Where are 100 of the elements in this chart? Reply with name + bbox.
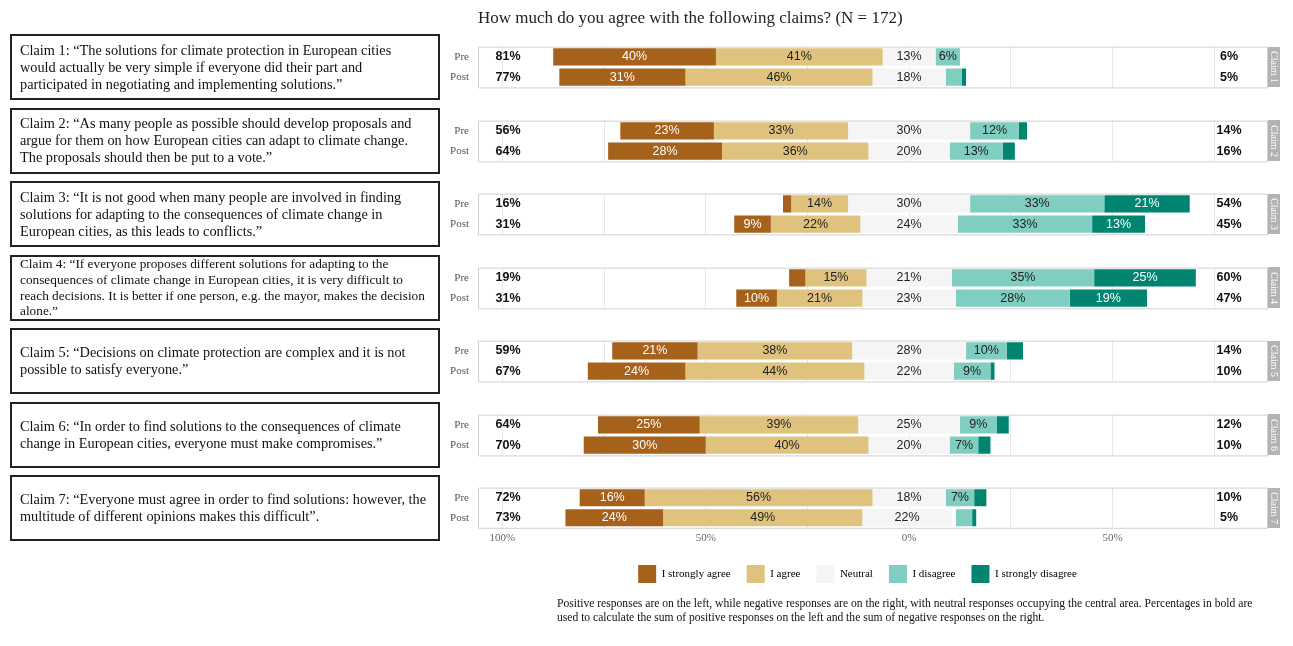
annotation: 10% [1216,437,1242,452]
data-label: 38% [762,343,788,358]
data-label: 39% [766,416,792,431]
bar [978,436,991,454]
bar [699,415,859,433]
data-label: 9% [743,216,762,231]
annotation: 47% [1216,290,1242,305]
data-label: 41% [786,49,812,64]
y2-axis-title: Claim 2 [1268,120,1280,161]
data-label: 33% [1024,196,1050,211]
data-label: 23% [896,290,922,305]
legend-label: I strongly agree [661,566,731,579]
bar [951,268,1095,286]
data-label: 21% [642,343,668,358]
bar [644,489,873,507]
bar [866,268,952,286]
x-tick-label: 50% [1102,531,1123,544]
y2-axis-title: Claim 1 [1268,46,1280,88]
data-label: 21% [1134,196,1160,211]
data-label: 36% [782,143,808,158]
data-label: 33% [1012,216,1038,231]
data-label: 15% [823,269,849,284]
x-tick-label: 100% [489,531,516,544]
bar [1002,142,1015,160]
y2-axis-title: Claim 6 [1268,414,1280,455]
bar [1006,342,1023,360]
bar [565,509,664,527]
data-label: 30% [896,196,922,211]
data-label: 21% [807,290,833,305]
bar [862,509,952,527]
annotation: 12% [1216,416,1242,431]
annotation: 16% [495,196,521,211]
data-label: 16% [599,490,625,505]
x-tick-label: 50% [695,531,716,544]
data-label: 12% [981,122,1008,137]
annotation: 5% [1219,510,1239,525]
data-label: 40% [622,49,648,64]
annotation: 70% [495,437,521,452]
data-label: 13% [963,143,989,158]
annotation: 16% [1216,143,1242,158]
data-label: 18% [896,69,922,84]
y-axis-title: Claim 6: “In order to find solutions to the consequences of climate change in European cities, everyone must make compromises.” [10,401,440,468]
chart-title: How much do you agree with the following claims? (N = 172) [478,8,903,28]
data-label: 44% [762,363,788,378]
annotation: 6% [1219,49,1239,64]
bar [996,415,1009,433]
y2-axis-title: Claim 5 [1268,340,1280,382]
data-label: 25% [636,416,662,431]
data-label: 18% [896,490,922,505]
annotation: 5% [1219,69,1239,84]
data-label: 46% [766,69,792,84]
data-label: 22% [803,216,829,231]
y-axis-title: Claim 1: “The solutions for climate protection in European cities would actually be very simple if everyone did their part and participated in negotiating and implementing solutions.” [10,34,440,100]
bar [697,342,853,360]
data-label: 31% [609,69,635,84]
bar [1094,268,1196,286]
text: Positive responses are on the left, while negative responses are on the right, with neutral responses occupying the central area. Percentages in bold are used to calculate the sum of positive responses on the left and the sum of negative responses on the right. [557,597,1254,625]
data-label: 28% [896,343,922,358]
data-label: 25% [1132,269,1158,284]
bar [559,68,686,86]
x-tick-label: 0% [901,531,917,544]
annotation: 81% [495,49,521,64]
annotation: 64% [495,416,521,431]
annotation: 19% [495,269,521,284]
data-label: 25% [896,416,922,431]
annotation: 14% [1216,122,1242,137]
legend-label: Neutral [839,566,873,579]
bar [715,48,883,66]
bar [612,342,698,360]
bar [663,509,863,527]
bar [945,68,962,86]
data-label: 28% [1000,290,1026,305]
bar [1018,121,1028,139]
y2-axis-title: Claim 4 [1268,267,1280,308]
bar [789,268,806,286]
data-label: 10% [744,290,770,305]
bar [608,142,723,160]
data-label: 20% [896,437,922,452]
y-tick-label: Post [450,70,469,83]
y2-axis-title: Claim 7 [1268,487,1280,528]
data-label: 35% [1010,269,1036,284]
annotation: 10% [1216,363,1242,378]
y-tick-label: Pre [454,343,470,356]
y-tick-label: Post [450,143,469,156]
annotation: 59% [495,343,521,358]
data-label: 14% [807,196,833,211]
annotation: 10% [1216,490,1242,505]
data-label: 7% [954,437,974,452]
y-tick-label: Post [450,510,469,523]
y-tick-label: Post [450,364,469,377]
data-label: 13% [1106,216,1132,231]
data-label: 20% [896,143,922,158]
data-label: 9% [963,363,982,378]
bar [553,48,716,66]
data-label: 22% [894,510,920,525]
data-label: 24% [896,216,922,231]
y-axis-title: Claim 7: “Everyone must agree in order to find solutions: however, the multitude of different opinions makes this difficult”. [10,475,440,541]
y-tick-label: Pre [454,196,470,209]
y-tick-label: Pre [454,417,470,430]
annotation: 31% [495,216,521,231]
